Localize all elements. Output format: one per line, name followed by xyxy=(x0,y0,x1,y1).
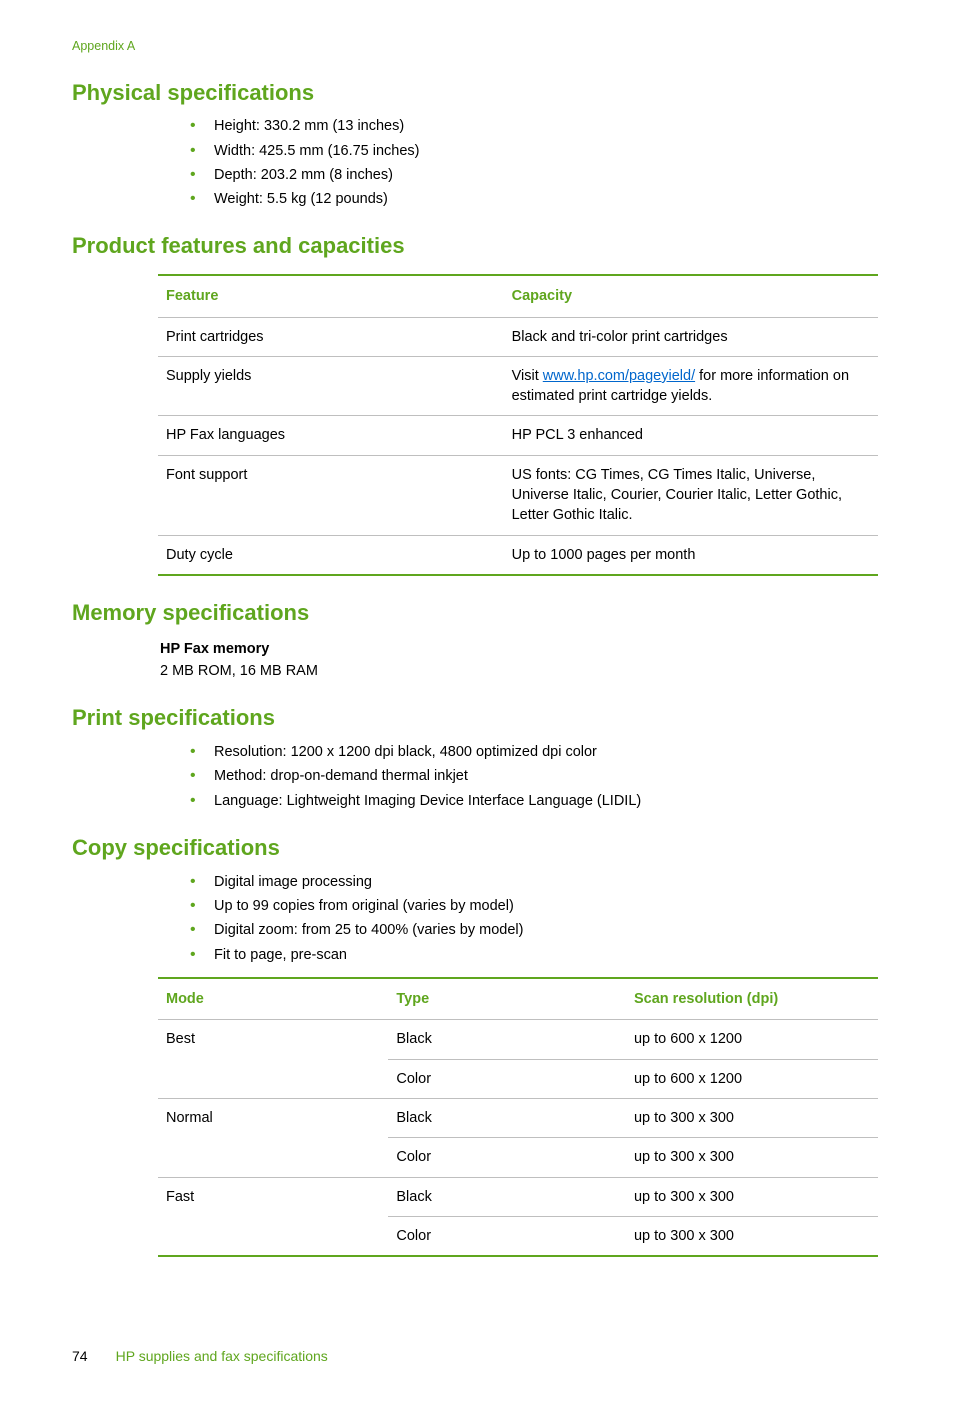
table-row: Color up to 600 x 1200 xyxy=(158,1059,878,1098)
list-item: Weight: 5.5 kg (12 pounds) xyxy=(186,189,882,209)
heading-copy: Copy specifications xyxy=(72,833,882,864)
heading-print: Print specifications xyxy=(72,703,882,734)
cell-type: Black xyxy=(388,1098,626,1137)
col-header: Feature xyxy=(158,275,504,317)
col-header: Capacity xyxy=(504,275,878,317)
cell-feature: Font support xyxy=(158,455,504,535)
cell-mode xyxy=(158,1216,388,1256)
cell-res: up to 600 x 1200 xyxy=(626,1059,878,1098)
cell-capacity: Visit www.hp.com/pageyield/ for more inf… xyxy=(504,356,878,416)
footer-title: HP supplies and fax specifications xyxy=(116,1347,328,1367)
table-row: Color up to 300 x 300 xyxy=(158,1138,878,1177)
col-header: Scan resolution (dpi) xyxy=(626,978,878,1020)
cell-capacity: Up to 1000 pages per month xyxy=(504,535,878,575)
cell-type: Color xyxy=(388,1059,626,1098)
page-number: 74 xyxy=(72,1347,88,1367)
list-item: Up to 99 copies from original (varies by… xyxy=(186,896,882,916)
cell-mode: Best xyxy=(158,1020,388,1059)
heading-physical: Physical specifications xyxy=(72,78,882,109)
list-item: Height: 330.2 mm (13 inches) xyxy=(186,116,882,136)
cell-capacity: US fonts: CG Times, CG Times Italic, Uni… xyxy=(504,455,878,535)
cell-feature: Duty cycle xyxy=(158,535,504,575)
list-item: Depth: 203.2 mm (8 inches) xyxy=(186,165,882,185)
cell-res: up to 300 x 300 xyxy=(626,1098,878,1137)
page-container: Appendix A Physical specifications Heigh… xyxy=(0,0,954,1407)
col-header: Type xyxy=(388,978,626,1020)
list-item: Digital zoom: from 25 to 400% (varies by… xyxy=(186,920,882,940)
cell-feature: Print cartridges xyxy=(158,317,504,356)
cell-capacity: Black and tri-color print cartridges xyxy=(504,317,878,356)
cell-type: Color xyxy=(388,1216,626,1256)
list-print: Resolution: 1200 x 1200 dpi black, 4800 … xyxy=(72,742,882,811)
table-row: Font support US fonts: CG Times, CG Time… xyxy=(158,455,878,535)
cell-type: Black xyxy=(388,1020,626,1059)
cell-mode: Normal xyxy=(158,1098,388,1137)
heading-memory: Memory specifications xyxy=(72,598,882,629)
cell-type: Color xyxy=(388,1138,626,1177)
table-header-row: Feature Capacity xyxy=(158,275,878,317)
table-copy-modes: Mode Type Scan resolution (dpi) Best Bla… xyxy=(158,977,878,1257)
list-item: Digital image processing xyxy=(186,872,882,892)
table-row: Fast Black up to 300 x 300 xyxy=(158,1177,878,1216)
cell-res: up to 600 x 1200 xyxy=(626,1020,878,1059)
memory-subtext: 2 MB ROM, 16 MB RAM xyxy=(160,661,882,681)
table-row: Color up to 300 x 300 xyxy=(158,1216,878,1256)
page-footer: 74 HP supplies and fax specifications xyxy=(72,1337,882,1367)
appendix-label: Appendix A xyxy=(72,38,882,56)
table-row: Supply yields Visit www.hp.com/pageyield… xyxy=(158,356,878,416)
cell-feature: Supply yields xyxy=(158,356,504,416)
table-row: HP Fax languages HP PCL 3 enhanced xyxy=(158,416,878,455)
col-header: Mode xyxy=(158,978,388,1020)
table-row: Print cartridges Black and tri-color pri… xyxy=(158,317,878,356)
memory-subhead: HP Fax memory xyxy=(160,639,882,659)
table-row: Best Black up to 600 x 1200 xyxy=(158,1020,878,1059)
cell-res: up to 300 x 300 xyxy=(626,1216,878,1256)
table-header-row: Mode Type Scan resolution (dpi) xyxy=(158,978,878,1020)
table-product-features: Feature Capacity Print cartridges Black … xyxy=(158,274,878,576)
list-item: Fit to page, pre-scan xyxy=(186,945,882,965)
cell-res: up to 300 x 300 xyxy=(626,1138,878,1177)
cell-capacity: HP PCL 3 enhanced xyxy=(504,416,878,455)
cell-mode xyxy=(158,1138,388,1177)
cell-feature: HP Fax languages xyxy=(158,416,504,455)
list-item: Resolution: 1200 x 1200 dpi black, 4800 … xyxy=(186,742,882,762)
list-item: Language: Lightweight Imaging Device Int… xyxy=(186,791,882,811)
table-row: Normal Black up to 300 x 300 xyxy=(158,1098,878,1137)
list-copy: Digital image processing Up to 99 copies… xyxy=(72,872,882,965)
list-physical: Height: 330.2 mm (13 inches) Width: 425.… xyxy=(72,116,882,209)
heading-product: Product features and capacities xyxy=(72,231,882,262)
cell-res: up to 300 x 300 xyxy=(626,1177,878,1216)
cell-text: Visit xyxy=(512,368,543,384)
cell-mode xyxy=(158,1059,388,1098)
list-item: Method: drop-on-demand thermal inkjet xyxy=(186,766,882,786)
cell-type: Black xyxy=(388,1177,626,1216)
list-item: Width: 425.5 mm (16.75 inches) xyxy=(186,141,882,161)
link-pageyield[interactable]: www.hp.com/pageyield/ xyxy=(543,368,695,384)
cell-mode: Fast xyxy=(158,1177,388,1216)
table-row: Duty cycle Up to 1000 pages per month xyxy=(158,535,878,575)
